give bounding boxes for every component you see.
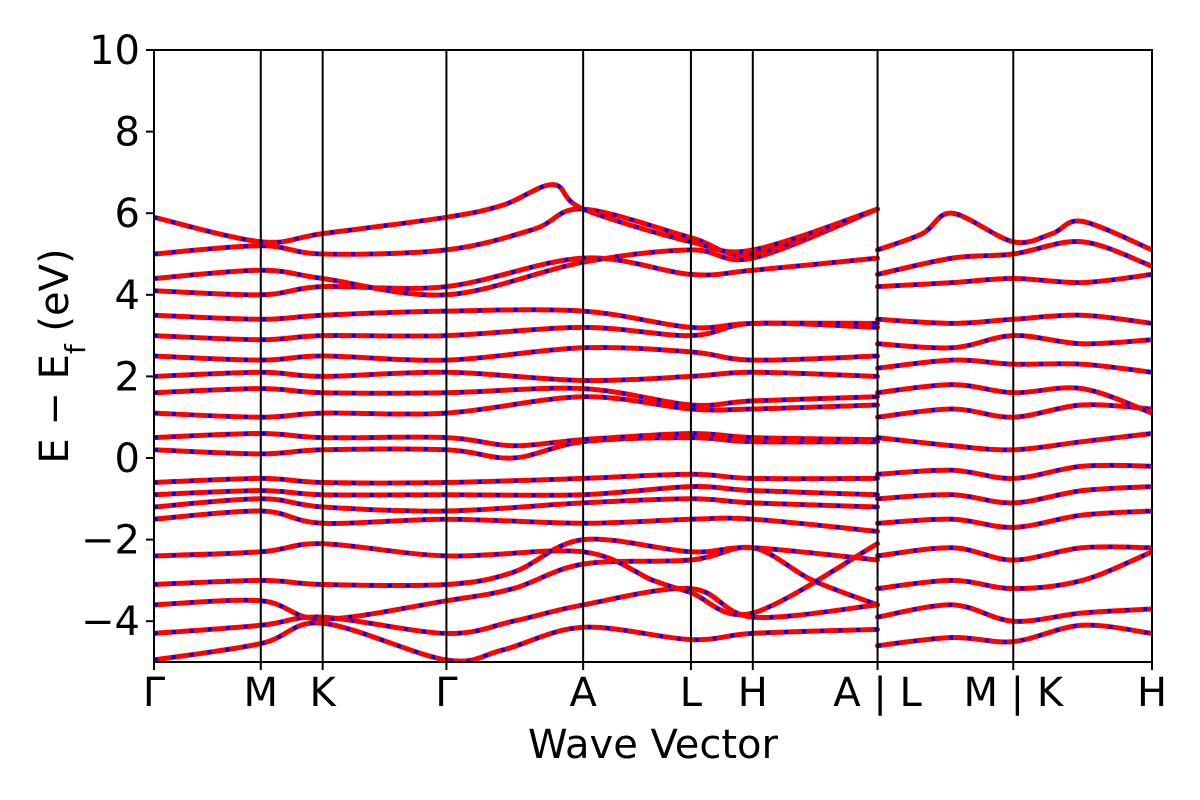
band-line-spin-up	[875, 239, 1152, 277]
band-line-spin-down	[154, 255, 878, 297]
x-tick-label: L	[680, 670, 703, 716]
y-tick-label: −4	[81, 599, 140, 645]
plot-frame	[153, 49, 1153, 663]
y-tick-label: 6	[115, 191, 140, 237]
band-line-spin-down	[154, 431, 878, 448]
x-tick-label: Γ	[435, 670, 458, 716]
band-line-spin-up	[154, 206, 880, 258]
y-axis-label-subscript: f	[59, 343, 92, 354]
band-line-spin-down	[877, 239, 1152, 277]
y-axis-ticks: −4 −2 0 2 4 6 8 10	[81, 28, 154, 645]
band-line-spin-up	[875, 602, 1152, 624]
band-line-spin-down	[154, 541, 879, 617]
y-tick-label: 8	[115, 110, 140, 156]
band-line-spin-up	[154, 544, 880, 622]
band-line-spin-down	[154, 586, 878, 636]
x-tick-label: A | L	[833, 670, 922, 716]
x-tick-label: Γ	[143, 670, 166, 716]
x-tick-label: H	[738, 670, 768, 716]
band-line-spin-down	[154, 620, 878, 662]
x-tick-label: K	[310, 670, 338, 716]
band-line-spin-down	[154, 394, 878, 420]
x-tick-label: A	[569, 670, 597, 716]
x-axis-label: Wave Vector	[528, 722, 779, 768]
y-tick-label: 4	[115, 273, 140, 319]
kpath-lines-group	[259, 50, 1015, 662]
band-line-spin-up	[875, 271, 1152, 290]
x-tick-label: M | K	[963, 670, 1064, 716]
band-line-spin-down	[154, 435, 878, 461]
x-tick-label: M	[244, 670, 279, 716]
y-tick-label: −2	[81, 518, 140, 564]
band-line-spin-up	[875, 357, 1152, 375]
band-line-spin-down	[154, 345, 878, 363]
y-tick-label: 0	[115, 436, 140, 482]
y-tick-label: 2	[115, 354, 140, 400]
band-line-spin-up	[875, 382, 1152, 416]
band-line-spin-down	[154, 484, 878, 498]
y-axis-label-unit: (eV)	[32, 248, 78, 344]
x-tick-label: H	[1137, 670, 1167, 716]
y-tick-label: 10	[89, 28, 140, 74]
band-line-spin-down	[154, 472, 878, 486]
band-line-spin-up	[875, 431, 1152, 453]
band-line-spin-up	[154, 255, 880, 298]
band-line-spin-up	[875, 210, 1152, 253]
y-axis-label: E − Ef (eV)	[32, 248, 92, 463]
y-axis-label-main: E − E	[32, 354, 78, 464]
band-line-spin-down	[154, 537, 878, 588]
band-line-spin-down	[154, 182, 879, 254]
band-line-spin-up	[154, 182, 880, 255]
band-series-group	[154, 182, 1152, 662]
